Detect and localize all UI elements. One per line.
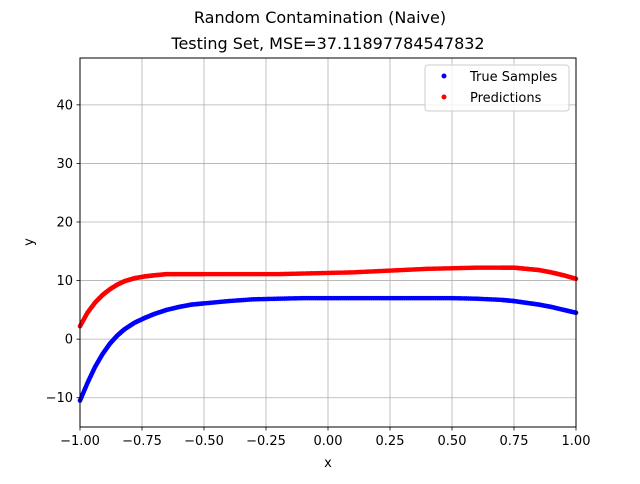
legend-marker-predictions [441, 94, 447, 100]
legend-marker-true-samples [441, 73, 447, 79]
y-tick-label: −10 [46, 391, 73, 406]
y-tick-label: 10 [56, 274, 73, 289]
x-tick-label: 0.50 [438, 434, 467, 449]
y-tick-label: 20 [56, 216, 73, 231]
x-tick-label: −0.25 [246, 434, 286, 449]
legend-label-true-samples: True Samples [469, 70, 557, 85]
chart-title: Testing Set, MSE=37.11897784547832 [170, 34, 484, 53]
x-tick-label: 0.00 [314, 434, 343, 449]
legend-label-predictions: Predictions [470, 91, 542, 106]
x-tick-label: −1.00 [60, 434, 100, 449]
grid [79, 58, 577, 427]
x-tick-label: −0.75 [122, 434, 162, 449]
y-tick-label: 30 [56, 157, 73, 172]
y-tick-label: 0 [65, 333, 73, 348]
x-tick-label: −0.50 [184, 434, 224, 449]
x-tick-label: 1.00 [562, 434, 591, 449]
x-axis-ticks: −1.00 −0.75 −0.50 −0.25 0.00 0.25 0.50 0.75 1.00 [60, 427, 590, 449]
y-tick-label: 40 [56, 98, 73, 113]
data-points [77, 265, 579, 403]
chart-suptitle: Random Contamination (Naive) [194, 8, 446, 27]
legend: True Samples Predictions [424, 64, 570, 112]
y-axis-ticks: −10 0 10 20 30 40 [46, 98, 80, 406]
legend-box [424, 64, 570, 112]
x-axis-label: x [324, 456, 332, 471]
y-axis-label: y [22, 238, 37, 246]
x-tick-label: 0.25 [376, 434, 405, 449]
x-tick-label: 0.75 [500, 434, 529, 449]
